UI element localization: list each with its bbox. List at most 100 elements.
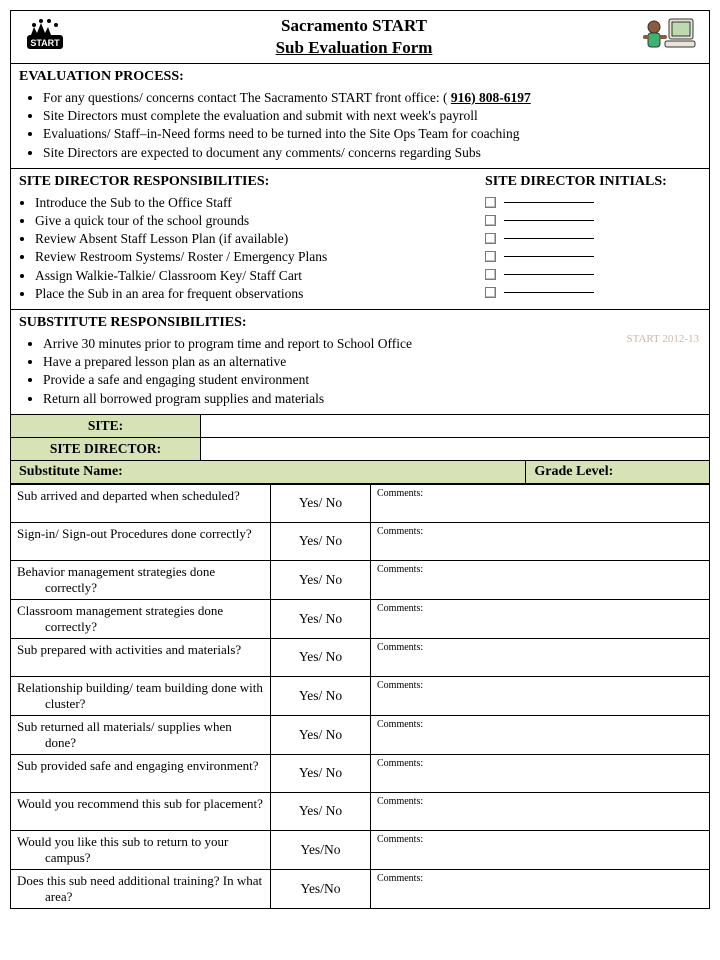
initials-column: SITE DIRECTOR INITIALS: [481, 173, 701, 303]
process-item: Evaluations/ Staff–in-Need forms need to… [43, 125, 701, 143]
yes-no-cell[interactable]: Yes/ No [271, 599, 371, 638]
director-row: SITE DIRECTOR: [11, 437, 710, 460]
eval-row: Does this sub need additional training? … [11, 869, 710, 908]
info-table: SITE: SITE DIRECTOR: Substitute Name: Gr… [10, 414, 710, 484]
comments-cell[interactable]: Comments: [371, 715, 710, 754]
eval-row: Behavior management strategies done corr… [11, 560, 710, 599]
comments-cell[interactable]: Comments: [371, 792, 710, 830]
eval-row: Sub returned all materials/ supplies whe… [11, 715, 710, 754]
resp-item: Assign Walkie-Talkie/ Classroom Key/ Sta… [35, 267, 481, 285]
sub-resp-item: Have a prepared lesson plan as an altern… [43, 353, 701, 371]
comments-cell[interactable]: Comments: [371, 638, 710, 676]
start-logo-icon: START [21, 15, 69, 59]
comments-cell[interactable]: Comments: [371, 484, 710, 522]
site-input[interactable] [201, 414, 710, 437]
title-line2: Sub Evaluation Form [276, 38, 433, 57]
yes-no-cell[interactable]: Yes/ No [271, 484, 371, 522]
question-cell: Would you recommend this sub for placeme… [11, 792, 271, 830]
initials-blank[interactable] [504, 202, 594, 203]
yes-no-cell[interactable]: Yes/ No [271, 676, 371, 715]
comments-cell[interactable]: Comments: [371, 676, 710, 715]
resp-item: Review Absent Staff Lesson Plan (if avai… [35, 230, 481, 248]
resp-item: Give a quick tour of the school grounds [35, 212, 481, 230]
responsibilities-list: Introduce the Sub to the Office Staff Gi… [19, 194, 481, 303]
sub-resp-list: Arrive 30 minutes prior to program time … [19, 335, 701, 408]
initials-blank[interactable] [504, 256, 594, 257]
eval-row: Would you recommend this sub for placeme… [11, 792, 710, 830]
process-list: For any questions/ concerns contact The … [19, 89, 701, 162]
eval-row: Would you like this sub to return to you… [11, 830, 710, 869]
site-row: SITE: [11, 414, 710, 437]
yes-no-cell[interactable]: Yes/ No [271, 792, 371, 830]
comments-cell[interactable]: Comments: [371, 830, 710, 869]
resp-item: Place the Sub in an area for frequent ob… [35, 285, 481, 303]
initials-blank[interactable] [504, 238, 594, 239]
initials-blank[interactable] [504, 220, 594, 221]
initials-blank[interactable] [504, 274, 594, 275]
site-label: SITE: [11, 414, 201, 437]
title-line1: Sacramento START [281, 16, 427, 35]
checkbox-icon[interactable] [485, 197, 496, 208]
page: START Sacramento START Sub Evaluation Fo… [10, 10, 710, 909]
eval-row: Sub arrived and departed when scheduled?… [11, 484, 710, 522]
yes-no-cell[interactable]: Yes/ No [271, 560, 371, 599]
director-label: SITE DIRECTOR: [11, 437, 201, 460]
checkbox-icon[interactable] [485, 215, 496, 226]
question-cell: Sub prepared with activities and materia… [11, 638, 271, 676]
question-cell: Sub returned all materials/ supplies whe… [11, 715, 271, 754]
question-cell: Would you like this sub to return to you… [11, 830, 271, 869]
sub-grade-row: Substitute Name: Grade Level: [11, 460, 710, 483]
checkbox-icon[interactable] [485, 269, 496, 280]
question-cell: Sign-in/ Sign-out Procedures done correc… [11, 522, 271, 560]
process-item: Site Directors are expected to document … [43, 144, 701, 162]
initials-line[interactable] [485, 266, 701, 284]
process-title: EVALUATION PROCESS: [19, 68, 701, 87]
process-item: For any questions/ concerns contact The … [43, 89, 701, 107]
comments-cell[interactable]: Comments: [371, 754, 710, 792]
grade-label[interactable]: Grade Level: [526, 460, 710, 483]
substitute-responsibilities-section: START 2012-13 SUBSTITUTE RESPONSIBILITIE… [10, 310, 710, 414]
process-item: Site Directors must complete the evaluat… [43, 107, 701, 125]
svg-text:START: START [30, 38, 60, 48]
sub-resp-item: Provide a safe and engaging student envi… [43, 371, 701, 389]
eval-row: Sign-in/ Sign-out Procedures done correc… [11, 522, 710, 560]
question-cell: Relationship building/ team building don… [11, 676, 271, 715]
question-cell: Classroom management strategies done cor… [11, 599, 271, 638]
checkbox-icon[interactable] [485, 251, 496, 262]
initials-line[interactable] [485, 230, 701, 248]
director-responsibilities-section: SITE DIRECTOR RESPONSIBILITIES: Introduc… [10, 169, 710, 310]
yes-no-cell[interactable]: Yes/No [271, 869, 371, 908]
initials-line[interactable] [485, 212, 701, 230]
question-cell: Behavior management strategies done corr… [11, 560, 271, 599]
question-cell: Does this sub need additional training? … [11, 869, 271, 908]
initials-line[interactable] [485, 194, 701, 212]
resp-item: Review Restroom Systems/ Roster / Emerge… [35, 248, 481, 266]
sub-name-label[interactable]: Substitute Name: [11, 460, 526, 483]
responsibilities-title: SITE DIRECTOR RESPONSIBILITIES: [19, 173, 481, 192]
watermark: START 2012-13 [626, 332, 699, 347]
responsibilities-left: SITE DIRECTOR RESPONSIBILITIES: Introduc… [19, 173, 481, 303]
comments-cell[interactable]: Comments: [371, 599, 710, 638]
yes-no-cell[interactable]: Yes/ No [271, 754, 371, 792]
initials-blank[interactable] [504, 292, 594, 293]
eval-row: Sub prepared with activities and materia… [11, 638, 710, 676]
comments-cell[interactable]: Comments: [371, 869, 710, 908]
initials-line[interactable] [485, 248, 701, 266]
checkbox-icon[interactable] [485, 233, 496, 244]
director-input[interactable] [201, 437, 710, 460]
computer-clipart-icon [639, 13, 699, 61]
yes-no-cell[interactable]: Yes/ No [271, 522, 371, 560]
sub-resp-item: Arrive 30 minutes prior to program time … [43, 335, 701, 353]
sub-resp-item: Return all borrowed program supplies and… [43, 390, 701, 408]
evaluation-table: Sub arrived and departed when scheduled?… [10, 484, 710, 909]
yes-no-cell[interactable]: Yes/ No [271, 715, 371, 754]
comments-cell[interactable]: Comments: [371, 560, 710, 599]
checkbox-icon[interactable] [485, 287, 496, 298]
yes-no-cell[interactable]: Yes/ No [271, 638, 371, 676]
phone-number: 916) 808-6197 [451, 90, 531, 105]
yes-no-cell[interactable]: Yes/No [271, 830, 371, 869]
evaluation-process-section: EVALUATION PROCESS: For any questions/ c… [10, 64, 710, 169]
eval-row: Relationship building/ team building don… [11, 676, 710, 715]
comments-cell[interactable]: Comments: [371, 522, 710, 560]
initials-line[interactable] [485, 284, 701, 302]
